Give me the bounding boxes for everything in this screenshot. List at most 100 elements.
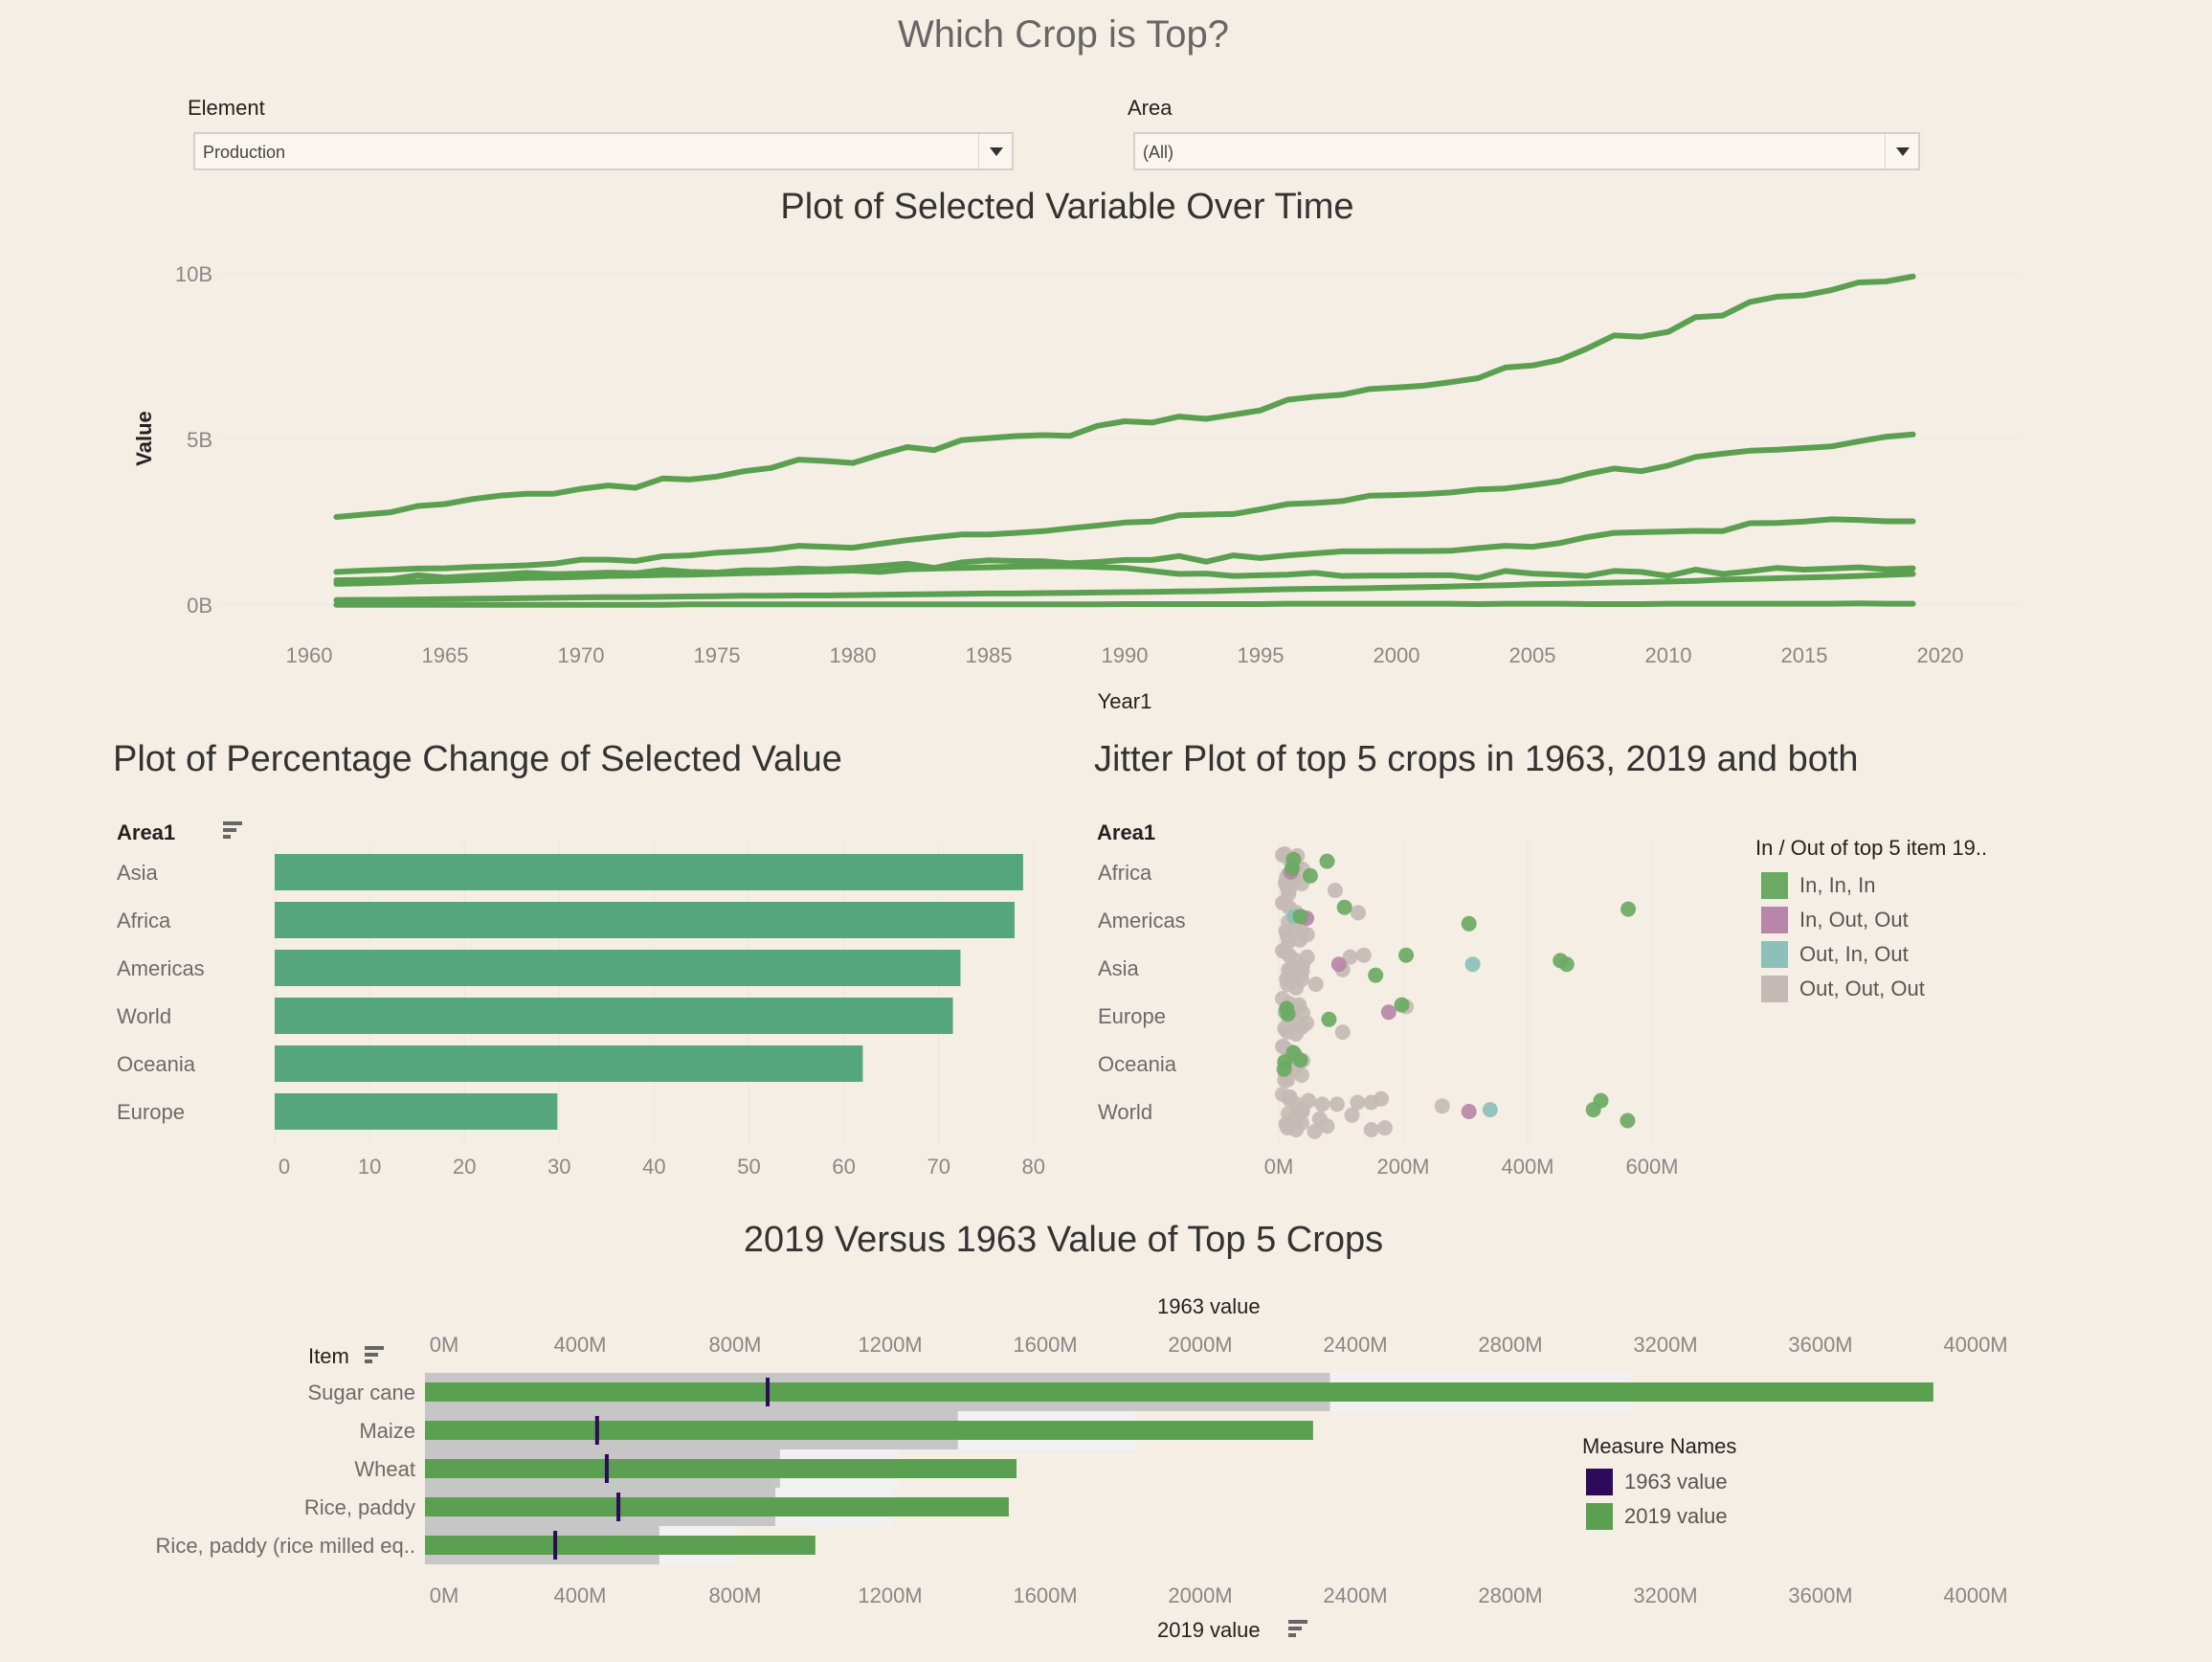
bar-americas	[275, 950, 961, 986]
x-tick-label: 200M	[1376, 1155, 1429, 1179]
point-ooo	[1355, 947, 1372, 963]
x-tick-label: 2010	[1645, 643, 1692, 667]
bottom-tick-label: 1200M	[858, 1583, 922, 1607]
line-chart: 0B 5B 10B 1960 1965 1970 1975 1980 1985 1990 1995 2…	[132, 262, 2020, 713]
top-axis-label: 1963 value	[1157, 1294, 1261, 1318]
line-chart-title: Plot of Selected Variable Over Time	[780, 187, 1354, 227]
element-dropdown[interactable]: Production	[193, 132, 1014, 170]
jitter-chart-title: Jitter Plot of top 5 crops in 1963, 2019…	[1094, 739, 1859, 779]
point-ooo	[1307, 1123, 1323, 1139]
point-ooo	[1282, 881, 1298, 897]
point-ooo	[1363, 1122, 1379, 1137]
x-tick-label: 600M	[1625, 1155, 1678, 1179]
x-tick-label: 1995	[1238, 643, 1285, 667]
line-series-3	[333, 516, 1916, 584]
x-tick-label: 2015	[1781, 643, 1828, 667]
legend-item-out-in-out[interactable]: Out, In, Out	[1761, 937, 1987, 972]
point-ioo	[1330, 956, 1347, 973]
x-tick-label: 1975	[694, 643, 741, 667]
element-filter-label: Element	[188, 96, 265, 120]
legend-label: In, Out, Out	[1799, 908, 1909, 932]
point-ooo	[1319, 1118, 1335, 1134]
measure-legend-title: Measure Names	[1582, 1434, 1737, 1458]
x-tick-label: 50	[737, 1155, 760, 1179]
bottom-tick-label: 2800M	[1478, 1583, 1542, 1607]
bottom-tick-label: 3600M	[1788, 1583, 1852, 1607]
row-label: Oceania	[117, 1052, 196, 1076]
point-iii	[1292, 1052, 1308, 1068]
legend-item-in-in-in[interactable]: In, In, In	[1761, 868, 1987, 903]
pct-row-header: Area1	[117, 820, 176, 844]
top-tick-label: 2000M	[1168, 1333, 1232, 1357]
point-ooo	[1344, 1107, 1360, 1123]
row-label: Maize	[359, 1419, 415, 1443]
x-tick-label: 70	[927, 1155, 950, 1179]
top-tick-label: 4000M	[1943, 1333, 2007, 1357]
bar-europe	[275, 1093, 558, 1130]
top-tick-label: 2400M	[1323, 1333, 1387, 1357]
row-label: Wheat	[354, 1457, 415, 1481]
legend-item-in-out-out[interactable]: In, Out, Out	[1761, 903, 1987, 937]
legend-label: 1963 value	[1624, 1470, 1728, 1494]
bottom-tick-label: 0M	[430, 1583, 459, 1607]
x-tick-label: 0M	[1264, 1155, 1294, 1179]
legend-item-1963[interactable]: 1963 value	[1586, 1465, 1736, 1499]
top-tick-label: 3200M	[1633, 1333, 1697, 1357]
chevron-down-icon[interactable]	[1885, 134, 1918, 168]
row-label: Africa	[1098, 861, 1152, 885]
point-ioo	[1380, 1004, 1396, 1021]
point-ooo	[1350, 1094, 1366, 1111]
legend-label: Out, In, Out	[1799, 942, 1909, 966]
y-tick-label: 5B	[187, 428, 212, 452]
row-label: Rice, paddy	[304, 1495, 415, 1519]
row-label: World	[1098, 1100, 1152, 1124]
point-ooo	[1434, 1098, 1450, 1114]
x-tick-label: 10	[358, 1155, 381, 1179]
bar-oceania	[275, 1045, 863, 1082]
point-ioo	[1461, 1104, 1477, 1119]
sort-icon[interactable]	[223, 821, 244, 841]
row-label: Oceania	[1098, 1052, 1177, 1076]
point-iii	[1321, 1011, 1337, 1027]
bottom-tick-label: 2400M	[1323, 1583, 1387, 1607]
bottom-tick-label: 4000M	[1943, 1583, 2007, 1607]
item-row-header: Item	[308, 1344, 349, 1368]
area-dropdown[interactable]: (All)	[1133, 132, 1920, 170]
top-tick-label: 2800M	[1478, 1333, 1542, 1357]
sort-icon[interactable]	[365, 1346, 386, 1365]
x-axis-title: Year1	[1098, 689, 1152, 713]
point-iii	[1285, 861, 1301, 877]
point-iii	[1276, 1061, 1292, 1077]
row-label: Asia	[1098, 956, 1140, 980]
sort-icon[interactable]	[1288, 1620, 1309, 1639]
point-iii	[1368, 967, 1384, 983]
row-label: Europe	[117, 1100, 185, 1124]
x-tick-label: 30	[547, 1155, 570, 1179]
bullet-chart-title: 2019 Versus 1963 Value of Top 5 Crops	[743, 1220, 1384, 1260]
tick-1963-value	[553, 1531, 558, 1560]
jitter-legend-title: In / Out of top 5 item 19..	[1755, 836, 1988, 860]
top-tick-label: 400M	[553, 1333, 606, 1357]
legend-item-out-out-out[interactable]: Out, Out, Out	[1761, 972, 1987, 1006]
point-iii	[1336, 899, 1352, 915]
legend-swatch	[1761, 872, 1788, 899]
x-tick-label: 60	[832, 1155, 855, 1179]
x-tick-label: 2020	[1917, 643, 1964, 667]
row-label: World	[117, 1004, 171, 1028]
point-iii	[1292, 909, 1308, 925]
point-iii	[1302, 867, 1318, 884]
legend-item-2019[interactable]: 2019 value	[1586, 1499, 1736, 1534]
legend-label: 2019 value	[1624, 1504, 1728, 1528]
point-iii	[1593, 1092, 1609, 1109]
top-tick-label: 0M	[430, 1333, 459, 1357]
x-tick-label: 1970	[558, 643, 605, 667]
pct-change-chart: 0 10 20 30 40 50 60 70 80 Asia Africa Americas World…	[117, 842, 1045, 1179]
point-ooo	[1299, 949, 1315, 965]
dashboard-title: Which Crop is Top?	[897, 13, 1230, 56]
top-tick-label: 3600M	[1788, 1333, 1852, 1357]
bar-2019-value	[425, 1497, 1009, 1516]
chevron-down-icon[interactable]	[978, 134, 1012, 168]
x-tick-label: 1985	[966, 643, 1013, 667]
point-cluster	[1294, 1067, 1309, 1083]
point-ooo	[1351, 905, 1366, 921]
